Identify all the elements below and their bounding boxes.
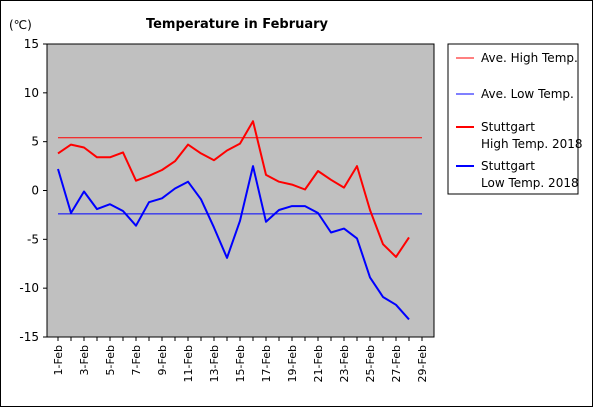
y-tick-label: -15 [19,330,39,344]
x-tick-label: 15-Feb [234,345,247,382]
y-tick-label: 10 [24,86,39,100]
x-tick-label: 9-Feb [156,345,169,375]
plot-area [46,43,435,338]
legend-entry-3: Stuttgart Low Temp. 2018 [456,159,579,190]
legend-entry-2: Stuttgart High Temp. 2018 [456,120,583,151]
x-tick-label: 19-Feb [286,345,299,382]
x-tick-label: 23-Feb [338,345,351,382]
x-tick-label: 1-Feb [52,345,65,375]
y-tick-label: 5 [31,135,39,149]
legend-label: Stuttgart [481,159,535,173]
x-tick-label: 3-Feb [78,345,91,375]
legend-label: Ave. Low Temp. [481,87,574,101]
legend-entry-1: Ave. Low Temp. [456,87,574,101]
y-tick-label: -10 [19,281,39,295]
x-tick-label: 7-Feb [130,345,143,375]
series-line-2 [57,120,410,258]
legend-entry-0: Ave. High Temp. [456,51,578,65]
x-tick-label: 25-Feb [364,345,377,382]
x-tick-label: 21-Feb [312,345,325,382]
series-layer [57,120,422,321]
legend-items: Ave. High Temp. Ave. Low Temp. Stuttgart Hi… [456,51,583,190]
chart-title: Temperature in February [146,17,329,32]
legend-label: Low Temp. 2018 [481,176,579,190]
y-tick-label: -5 [27,232,39,246]
series-line-3 [57,165,410,321]
legend-label: High Temp. 2018 [481,137,583,151]
legend-label: Ave. High Temp. [481,51,578,65]
x-tick-label: 29-Feb [416,345,429,382]
x-tick-label: 13-Feb [208,345,221,382]
x-tick-label: 11-Feb [182,345,195,382]
legend-label: Stuttgart [481,120,535,134]
unit-label: (℃) [9,18,32,32]
y-tick-label: 0 [31,184,39,198]
y-tick-label: 15 [24,37,39,51]
x-tick-label: 17-Feb [260,345,273,382]
legend [447,43,579,195]
x-tick-label: 5-Feb [104,345,117,375]
x-axis: 1-Feb 3-Feb 5-Feb 7-Feb 9-Feb 11-Feb 13-Feb 15-… [52,337,429,382]
y-axis: 15 10 5 0 -5 -10 -15 [19,37,47,344]
x-tick-label: 27-Feb [390,345,403,382]
